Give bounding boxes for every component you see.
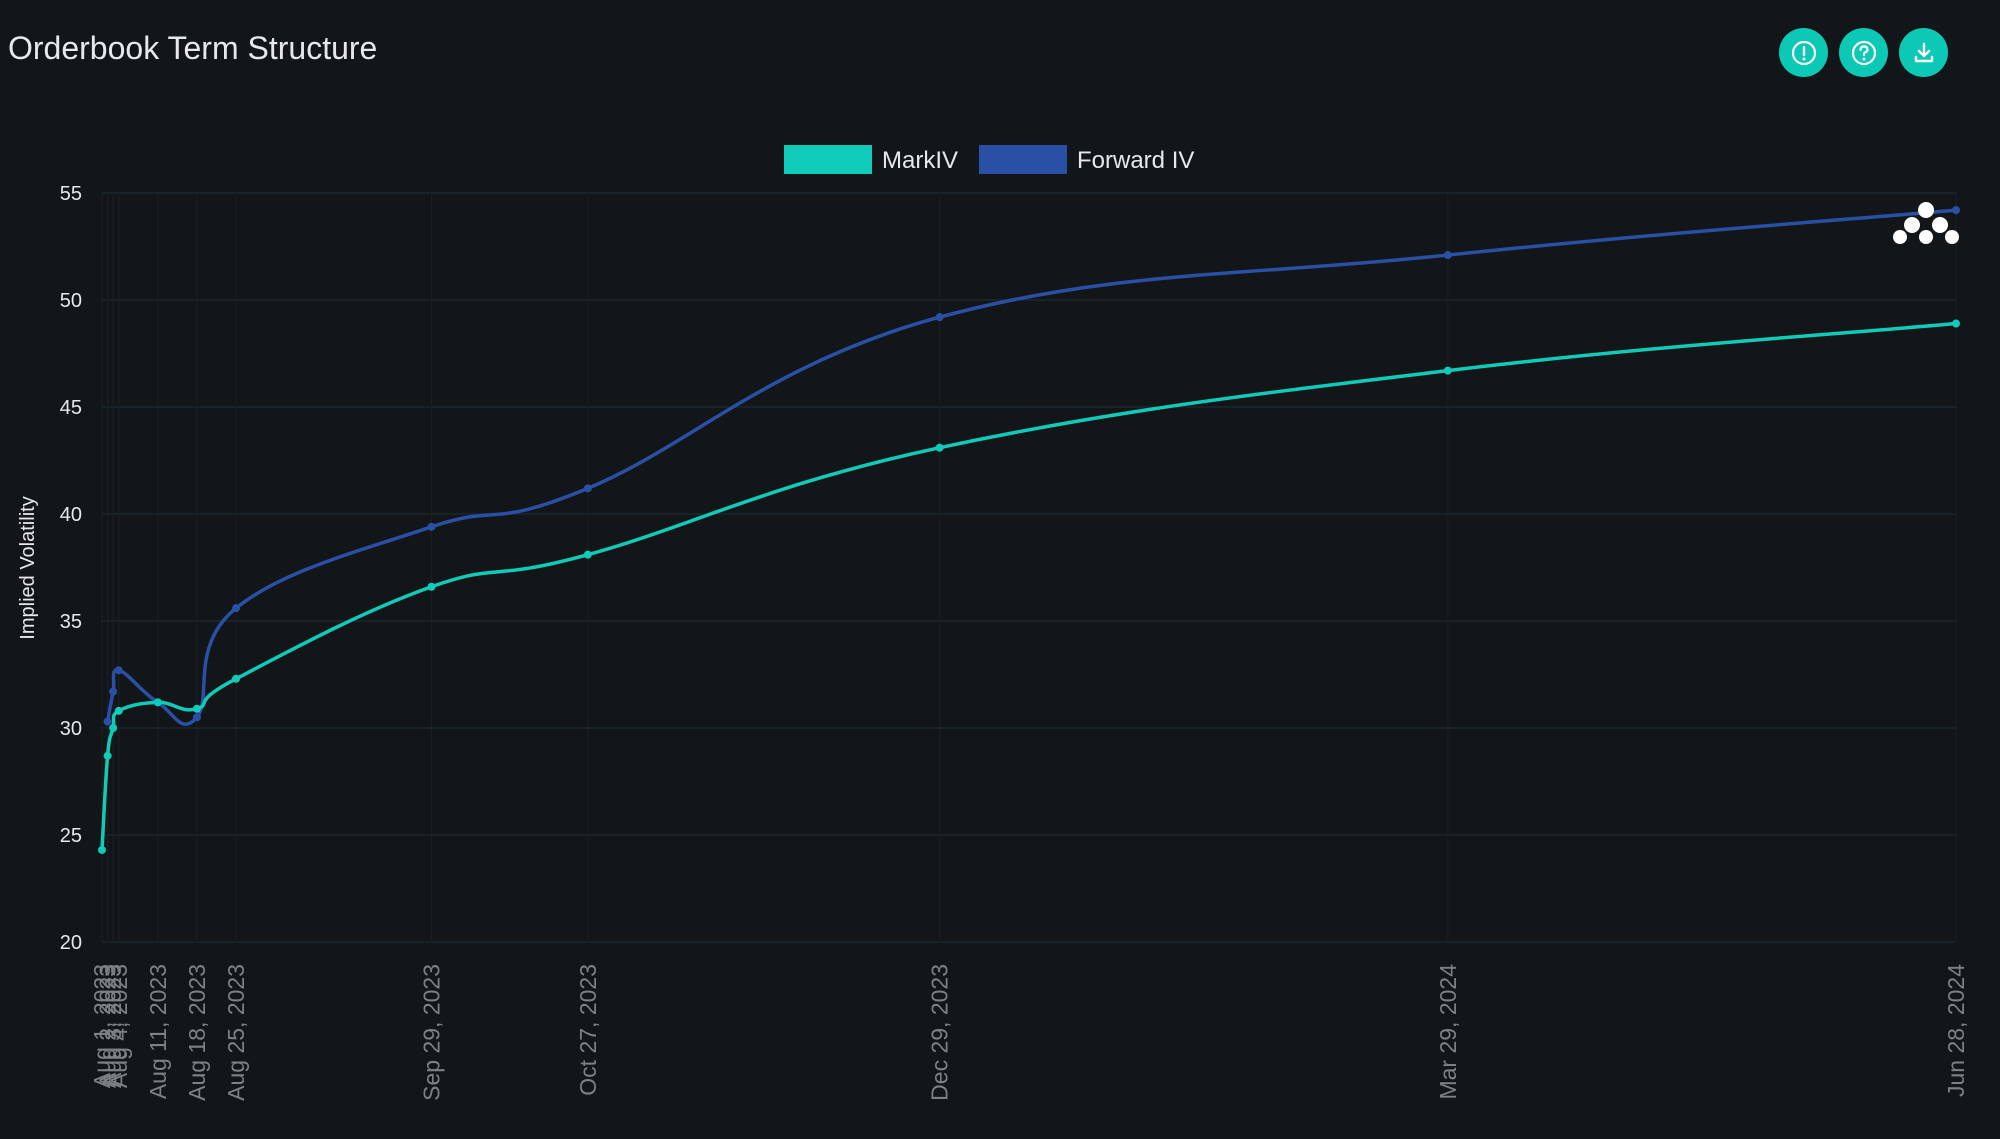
x-tick-label: Mar 29, 2024: [1435, 964, 1461, 1100]
data-point-forward-iv[interactable]: [232, 604, 241, 613]
x-tick-label: Aug 18, 2023: [184, 964, 210, 1101]
help-button[interactable]: [1839, 28, 1888, 77]
data-point-markiv[interactable]: [1443, 366, 1452, 375]
x-tick-label: Sep 29, 2023: [418, 964, 444, 1101]
y-tick-label: 50: [60, 290, 82, 312]
series-line-markiv[interactable]: [100, 321, 1957, 851]
y-tick-label: 45: [60, 397, 82, 419]
download-icon: [1914, 42, 1933, 62]
legend-label-forward-iv[interactable]: Forward IV: [1077, 147, 1194, 174]
y-tick-label: 20: [60, 932, 82, 954]
data-point-markiv[interactable]: [427, 582, 436, 591]
y-tick-label: 40: [60, 504, 82, 526]
y-axis-title: Implied Volatility: [17, 496, 39, 639]
x-tick-label: Jun 28, 2024: [1943, 964, 1969, 1097]
legend-label-markiv[interactable]: MarkIV: [882, 147, 958, 174]
data-point-markiv[interactable]: [153, 698, 162, 707]
download-button[interactable]: [1899, 28, 1948, 77]
data-point-markiv[interactable]: [583, 550, 592, 559]
x-tick-label: Aug 2, 2023: [95, 964, 121, 1088]
data-point-markiv[interactable]: [103, 751, 112, 760]
data-point-markiv[interactable]: [114, 706, 123, 715]
series-layer: [98, 206, 1960, 854]
x-tick-label: Aug 1, 2023: [89, 964, 115, 1088]
data-point-forward-iv[interactable]: [1952, 206, 1960, 215]
data-point-forward-iv[interactable]: [935, 313, 944, 322]
y-tick-label: 30: [60, 718, 82, 740]
data-point-forward-iv[interactable]: [1443, 251, 1452, 260]
data-point-forward-iv[interactable]: [192, 713, 201, 722]
x-tick-label: Aug 3, 2023: [100, 964, 126, 1088]
data-point-markiv[interactable]: [1952, 319, 1960, 328]
data-point-markiv[interactable]: [935, 443, 944, 452]
series-line-forward-iv[interactable]: [105, 208, 1957, 726]
x-tick-label: Aug 25, 2023: [223, 964, 249, 1101]
data-point-markiv[interactable]: [98, 845, 106, 854]
y-tick-label: 55: [60, 183, 82, 205]
data-point-markiv[interactable]: [232, 674, 241, 683]
data-point-markiv[interactable]: [192, 704, 201, 713]
page-title: Orderbook Term Structure: [8, 30, 378, 66]
legend-swatch-forward-iv[interactable]: [979, 145, 1067, 174]
legend: MarkIV Forward IV: [784, 145, 1194, 174]
exclamation-circle-icon: [1791, 40, 1816, 65]
chart-toolbar: [1779, 28, 1948, 77]
data-point-forward-iv[interactable]: [114, 666, 123, 675]
x-tick-label: Aug 11, 2023: [145, 964, 171, 1099]
data-point-forward-iv[interactable]: [109, 687, 118, 696]
x-tick-label: Aug 4, 2023: [106, 964, 132, 1088]
data-point-markiv[interactable]: [109, 724, 118, 732]
alert-button[interactable]: [1779, 28, 1828, 77]
data-point-forward-iv[interactable]: [103, 717, 112, 726]
x-tick-label: Oct 27, 2023: [575, 964, 601, 1096]
data-point-forward-iv[interactable]: [427, 522, 436, 531]
question-circle-icon: [1851, 40, 1876, 65]
y-tick-label: 35: [60, 611, 82, 633]
legend-swatch-markiv[interactable]: [784, 145, 872, 174]
y-tick-label: 25: [60, 825, 82, 847]
watermark-logo: [1893, 202, 1959, 244]
x-tick-label: Dec 29, 2023: [927, 964, 953, 1101]
data-point-forward-iv[interactable]: [583, 484, 592, 493]
